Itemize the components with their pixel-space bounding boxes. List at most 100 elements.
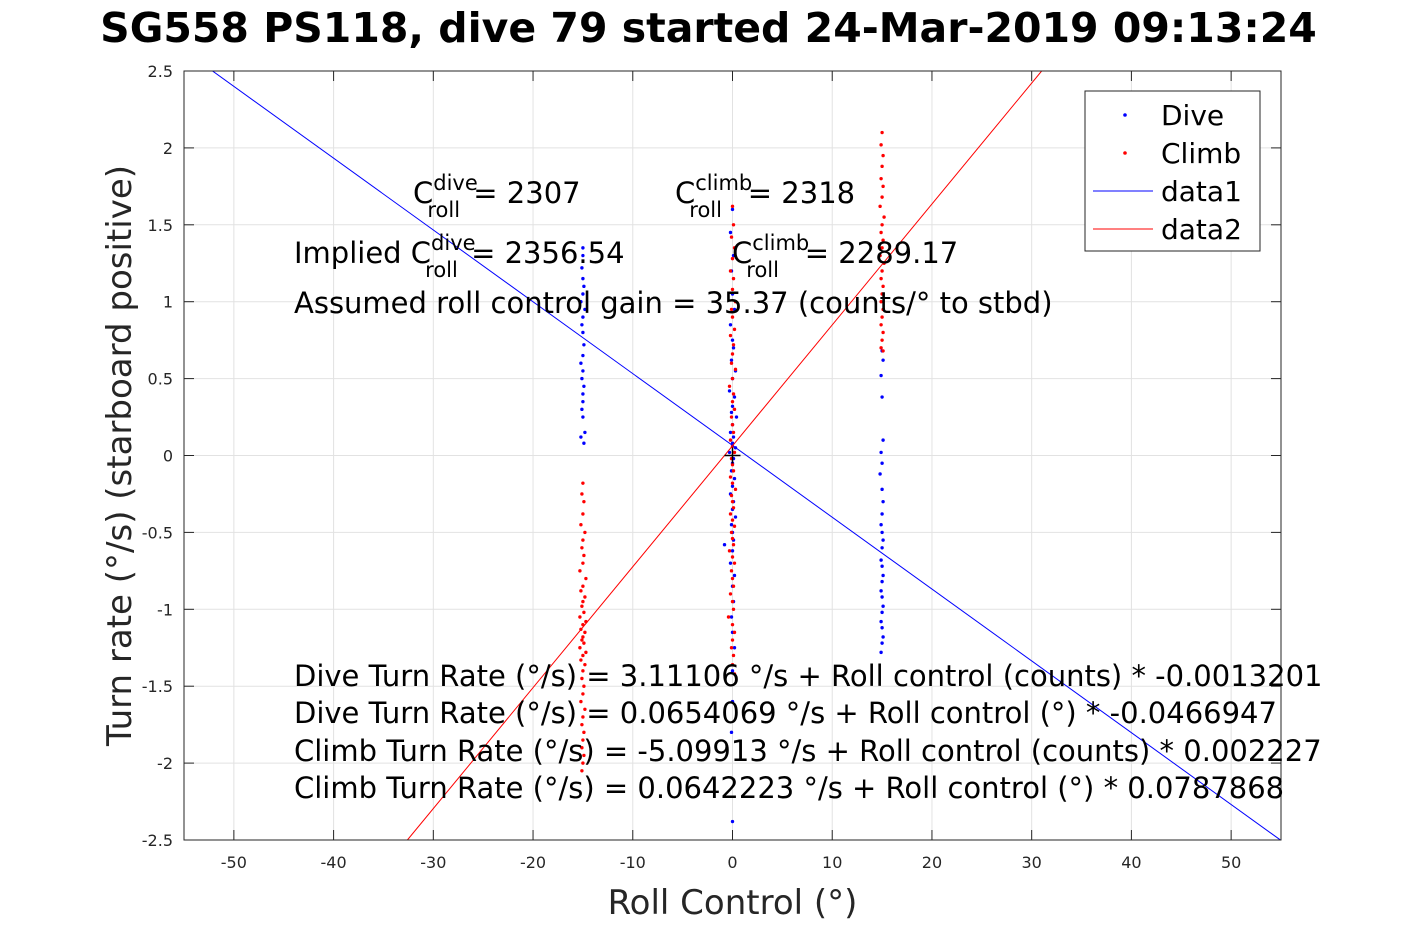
point-dive <box>732 395 737 399</box>
y-axis-label: Turn rate (°/s) (starboard positive) <box>100 165 140 747</box>
point-climb <box>583 662 587 667</box>
point-dive <box>732 307 737 312</box>
point-dive <box>732 646 737 650</box>
point-climb <box>580 638 584 642</box>
point-climb <box>880 292 884 296</box>
point-climb <box>729 493 734 498</box>
point-dive <box>580 266 584 270</box>
point-climb <box>880 315 884 319</box>
point-climb <box>581 599 585 604</box>
chart-title: SG558 PS118, dive 79 started 24-Mar-2019… <box>100 4 1317 52</box>
point-dive <box>879 558 883 562</box>
legend-label-data2: data2 <box>1161 213 1242 246</box>
point-climb <box>583 595 587 599</box>
x-tick-label: 10 <box>822 853 842 872</box>
point-climb <box>880 338 884 342</box>
point-climb <box>578 569 582 573</box>
legend-box <box>1084 90 1261 252</box>
point-dive <box>880 579 884 584</box>
equation-annotation: Climb Turn Rate (°/s) = -5.09913 °/s + R… <box>294 734 1322 768</box>
x-tick-label: -50 <box>221 853 247 872</box>
point-dive <box>580 376 584 381</box>
tick-labels: -50 -40 -30 -20 -10 0 10 20 30 40 50 2.5 2 1.5 1 0.5 0 -0… <box>142 62 1242 872</box>
x-tick-label: -40 <box>321 853 347 872</box>
point-dive <box>581 253 585 258</box>
y-tick-label: 1 <box>163 293 173 312</box>
point-climb <box>731 584 736 588</box>
point-climb <box>881 349 885 353</box>
point-dive <box>581 292 585 296</box>
plot-series <box>211 71 1281 840</box>
point-climb <box>879 276 883 281</box>
coefficient-annotation: Cclimb roll = 2289.17 <box>732 231 958 282</box>
point-dive <box>880 512 884 516</box>
point-climb <box>731 430 736 435</box>
point-climb <box>730 423 735 427</box>
point-climb <box>732 524 737 528</box>
point-dive <box>730 292 735 296</box>
point-climb <box>730 518 735 522</box>
point-climb <box>732 672 737 676</box>
point-climb <box>730 315 735 319</box>
x-tick-label: 0 <box>727 853 737 872</box>
x-tick-label: 20 <box>922 853 942 872</box>
point-climb <box>730 638 735 642</box>
point-dive <box>879 373 883 378</box>
point-climb <box>881 307 885 312</box>
point-dive <box>580 323 584 327</box>
point-climb <box>730 576 735 581</box>
point-dive <box>580 407 584 412</box>
point-climb <box>580 769 584 773</box>
point-dive <box>581 399 585 404</box>
point-dive <box>730 404 735 408</box>
point-climb <box>728 475 733 479</box>
point-climb <box>729 646 734 650</box>
point-climb <box>728 512 733 516</box>
point-dive <box>733 515 738 519</box>
point-dive <box>583 307 587 312</box>
point-climb <box>730 256 735 261</box>
point-climb <box>726 615 731 619</box>
point-climb <box>727 549 732 553</box>
point-climb <box>878 204 882 209</box>
point-climb <box>729 235 734 239</box>
point-dive <box>880 546 884 550</box>
y-tick-label: 2.5 <box>148 62 173 81</box>
equation-annotation: Dive Turn Rate (°/s) = 0.0654069 °/s + R… <box>294 696 1277 730</box>
point-dive <box>581 276 585 281</box>
point-dive <box>729 410 734 415</box>
y-tick-label: -0.5 <box>142 523 173 542</box>
point-dive <box>880 641 884 645</box>
x-tick-label: -20 <box>520 853 546 872</box>
point-climb <box>582 684 586 688</box>
point-climb <box>729 415 734 419</box>
point-climb <box>731 506 736 510</box>
point-climb <box>581 561 585 565</box>
point-climb <box>732 327 737 332</box>
point-climb <box>731 607 736 611</box>
point-climb <box>731 276 736 281</box>
point-climb <box>582 553 586 558</box>
point-dive <box>728 230 733 235</box>
coefficient-annotation: Cdive roll = 2307 <box>413 171 581 222</box>
point-climb <box>733 300 738 304</box>
point-climb <box>580 492 584 496</box>
point-climb <box>730 599 735 604</box>
point-climb <box>730 399 735 404</box>
point-climb <box>583 630 587 635</box>
legend-label-dive: Dive <box>1161 99 1224 132</box>
point-dive <box>880 610 884 615</box>
point-climb <box>582 641 586 645</box>
coefficient-annotation: Cclimb roll = 2318 <box>675 171 855 222</box>
point-climb <box>728 438 733 442</box>
point-climb <box>733 487 738 492</box>
point-dive <box>732 573 737 578</box>
point-climb <box>731 543 736 547</box>
point-dive <box>881 573 885 578</box>
point-dive <box>880 626 884 630</box>
point-climb <box>581 635 585 639</box>
point-dive <box>731 346 736 350</box>
point-climb <box>581 692 585 696</box>
point-climb <box>581 512 585 516</box>
point-climb <box>730 622 735 627</box>
